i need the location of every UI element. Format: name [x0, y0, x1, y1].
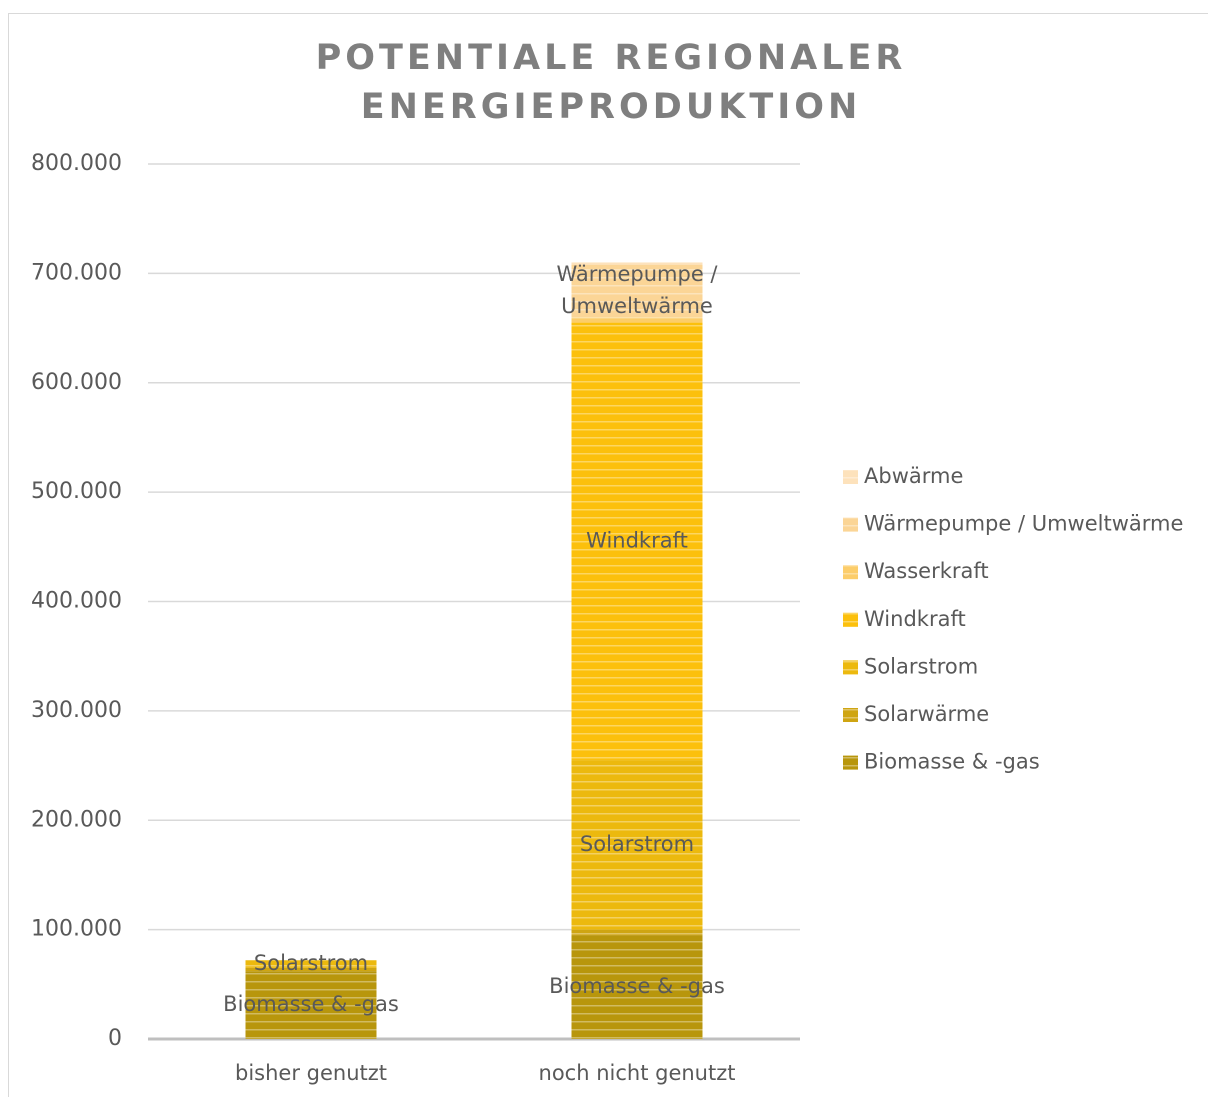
x-tick-label: bisher genutzt [235, 1061, 387, 1085]
legend-swatch [843, 612, 858, 627]
legend-swatch [843, 708, 858, 722]
bar-segment [245, 967, 377, 972]
legend-swatch [843, 470, 858, 484]
bar-segment [571, 929, 703, 936]
bar-segment [571, 262, 703, 265]
data-label: Windkraft [586, 528, 688, 552]
data-label: Solarstrom [580, 832, 694, 856]
bar-segment [245, 960, 377, 968]
y-tick-label: 400.000 [31, 589, 122, 614]
y-tick-label: 300.000 [31, 698, 122, 723]
legend-label: Wärmepumpe / Umweltwärme [864, 512, 1183, 536]
data-label: Biomasse & -gas [549, 974, 725, 998]
data-label-line: Umweltwärme [561, 294, 713, 318]
bar-segment [571, 760, 703, 930]
bar-segment [571, 322, 703, 761]
legend-swatch [843, 565, 858, 580]
data-label-line: Wärmepumpe / [556, 262, 718, 286]
bar-segment [245, 971, 377, 1039]
bar-segment [571, 935, 703, 1039]
y-tick-label: 100.000 [31, 917, 122, 942]
legend-swatch [843, 660, 858, 675]
legend-label: Wasserkraft [864, 559, 989, 583]
bar-segment [571, 317, 703, 323]
y-tick-label: 0 [108, 1026, 122, 1051]
legend-label: Solarwärme [864, 702, 989, 726]
data-label: Biomasse & -gas [223, 992, 399, 1016]
bar-segment [571, 264, 703, 318]
data-label: Solarstrom [254, 951, 368, 975]
legend-swatch [843, 755, 858, 770]
legend-label: Solarstrom [864, 654, 978, 678]
y-tick-label: 200.000 [31, 807, 122, 832]
y-tick-label: 600.000 [31, 370, 122, 395]
legend-label: Abwärme [864, 464, 963, 488]
chart-frame [8, 13, 1208, 1097]
y-tick-label: 500.000 [31, 479, 122, 504]
y-tick-label: 800.000 [31, 151, 122, 176]
y-tick-label: 700.000 [31, 260, 122, 285]
chart-title: POTENTIALE REGIONALER ENERGIEPRODUKTION [315, 38, 907, 127]
legend-label: Biomasse & -gas [864, 750, 1040, 774]
x-tick-label: noch nicht genutzt [539, 1061, 736, 1085]
legend-label: Windkraft [864, 607, 966, 631]
legend-swatch [843, 517, 858, 532]
